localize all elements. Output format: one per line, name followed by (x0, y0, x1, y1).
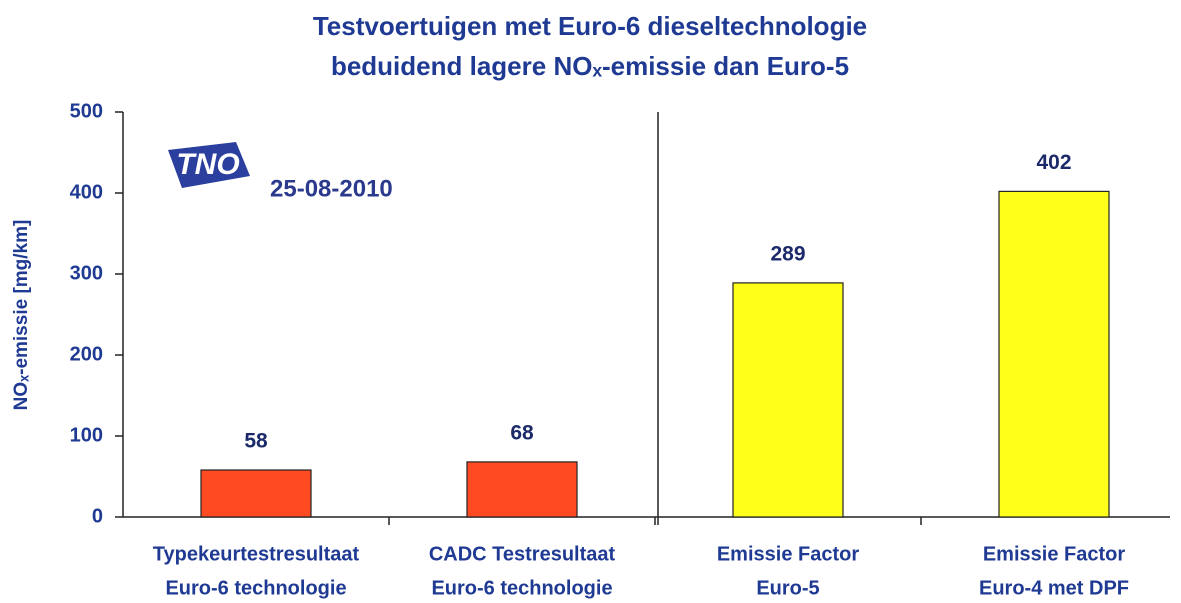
annotation: 25-08-2010 (270, 175, 393, 202)
value-label: 402 (1036, 151, 1071, 174)
y-tick-label: 500 (70, 100, 103, 122)
bar (998, 190, 1110, 518)
x-tick-label: Emissie Factor (983, 543, 1126, 565)
x-tick-label: Euro-5 (756, 577, 819, 599)
x-tick-label: Typekeurtestresultaat (153, 543, 360, 565)
y-tick-label: 200 (70, 343, 103, 365)
bar (200, 469, 312, 518)
value-label: 289 (770, 242, 805, 265)
x-tick-label: Euro-4 met DPF (979, 577, 1129, 599)
chart-title: beduidend lagere NOₓ-emissie dan Euro-5 (331, 51, 849, 81)
y-tick-label: 300 (70, 262, 103, 284)
value-label: 58 (244, 430, 268, 453)
y-axis-label: NOₓ-emissie [mg/km] (11, 220, 32, 411)
bar (732, 282, 844, 518)
value-label: 68 (510, 421, 534, 444)
logo-shape (168, 142, 250, 188)
x-tick-label: Emissie Factor (717, 543, 860, 565)
chart-title: Testvoertuigen met Euro-6 dieseltechnolo… (313, 11, 867, 41)
logo: TNO (168, 142, 250, 188)
bar (466, 461, 578, 518)
x-tick-label: Euro-6 technologie (431, 577, 612, 599)
x-tick-label: Euro-6 technologie (165, 577, 346, 599)
y-tick-label: 100 (70, 424, 103, 446)
y-tick-label: 400 (70, 181, 103, 203)
x-tick-label: CADC Testresultaat (429, 543, 616, 565)
logo-text: TNO (176, 148, 239, 181)
y-tick-label: 0 (92, 505, 103, 527)
